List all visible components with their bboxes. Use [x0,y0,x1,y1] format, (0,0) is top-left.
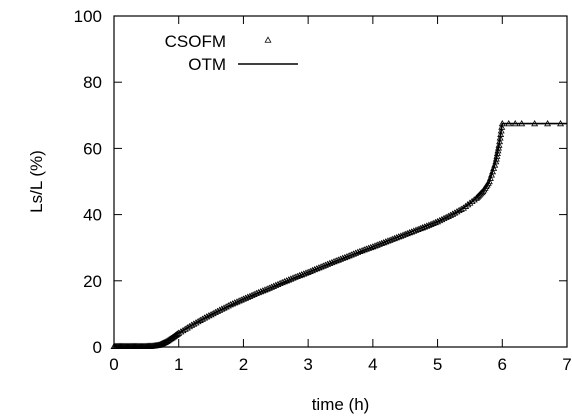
x-axis-label: time (h) [312,395,370,414]
y-tick-label: 20 [83,272,102,291]
x-tick-label: 6 [498,355,507,374]
plot-frame [113,15,568,348]
otm-line [113,122,567,348]
x-tick-label: 2 [239,355,248,374]
y-tick-label: 100 [74,7,102,26]
y-tick-label: 0 [93,338,102,357]
axis-tick-labels: 0 1 2 3 4 5 6 7 0 20 40 60 80 100 [74,7,572,374]
x-tick-label: 5 [433,355,442,374]
x-tick-label: 7 [562,355,571,374]
x-tick-label: 0 [109,355,118,374]
csofm-series [110,119,565,349]
y-tick-label: 60 [83,139,102,158]
y-tick-label: 80 [83,73,102,92]
x-tick-label: 3 [303,355,312,374]
legend-triangle-icon [264,36,272,43]
axis-ticks [113,15,568,348]
y-axis-label: Ls/L (%) [27,150,46,213]
x-tick-label: 4 [368,355,377,374]
csofm-point [485,177,493,185]
series-layer [110,119,567,349]
y-tick-label: 40 [83,206,102,225]
legend-label-otm: OTM [188,55,226,74]
x-tick-label: 1 [174,355,183,374]
legend-label-csofm: CSOFM [165,32,226,51]
legend: CSOFM OTM [165,32,298,74]
